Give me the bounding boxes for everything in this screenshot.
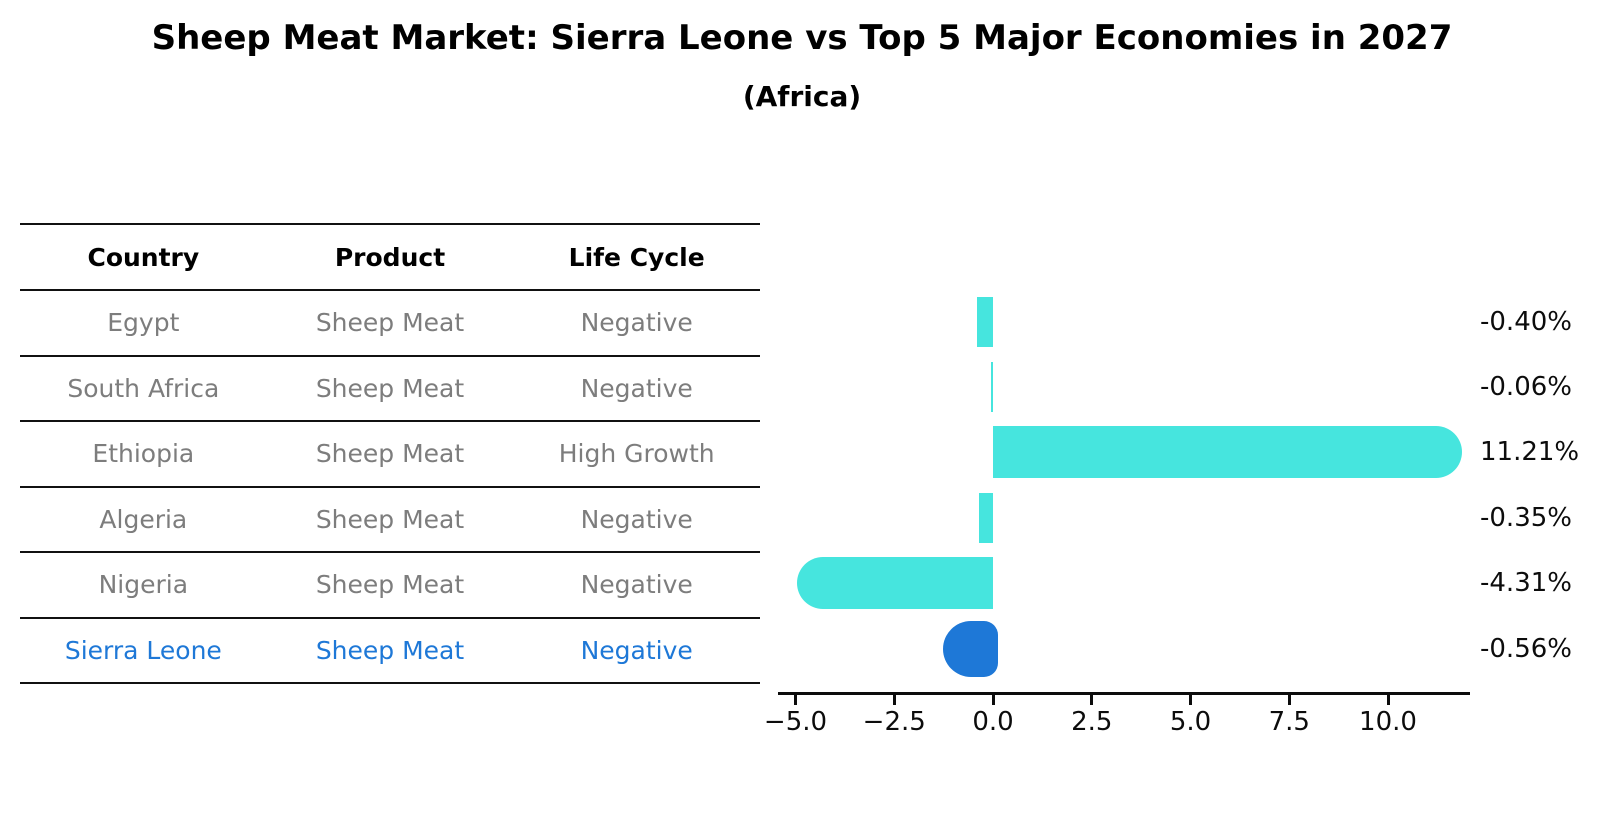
- lifecycle-cell: Negative: [580, 635, 693, 665]
- bar-nigeria: [796, 557, 993, 609]
- product-cell: Sheep Meat: [315, 570, 465, 600]
- country-cell: Sierra Leone: [64, 635, 222, 665]
- x-axis-tick: [1189, 695, 1192, 705]
- bar-sierra-leone: [942, 621, 998, 677]
- lifecycle-cell: Negative: [580, 504, 693, 534]
- country-cell: South Africa: [67, 373, 220, 403]
- table-row: Algeria Sheep Meat Negative: [20, 488, 760, 553]
- lifecycle-cell: Negative: [580, 373, 693, 403]
- bar-egypt: [977, 297, 993, 347]
- value-label: -0.35%: [1480, 503, 1572, 533]
- x-axis-tick: [1386, 695, 1390, 705]
- value-label: -4.31%: [1480, 568, 1572, 598]
- product-cell: Sheep Meat: [315, 439, 465, 469]
- country-cell: Nigeria: [98, 570, 189, 600]
- column-header-product: Product: [334, 242, 446, 272]
- table-row: Ethiopia Sheep Meat High Growth: [20, 422, 760, 488]
- value-label: 11.21%: [1480, 437, 1580, 467]
- x-axis-tick-label: −2.5: [862, 707, 926, 737]
- lifecycle-cell: Negative: [580, 308, 693, 338]
- x-axis-tick-label: 7.5: [1268, 707, 1310, 737]
- product-cell: Sheep Meat: [315, 504, 465, 534]
- table-row: Nigeria Sheep Meat Negative: [20, 553, 760, 619]
- x-axis-tick-label: 2.5: [1071, 707, 1113, 737]
- lifecycle-cell: High Growth: [558, 439, 715, 469]
- table-row: South Africa Sheep Meat Negative: [20, 357, 760, 422]
- x-axis-tick: [794, 695, 797, 705]
- country-cell: Egypt: [107, 308, 180, 338]
- x-axis-tick: [892, 695, 896, 705]
- x-axis-tick-label: 5.0: [1169, 707, 1212, 737]
- x-axis-tick-label: 0.0: [972, 707, 1014, 737]
- value-label: -0.56%: [1480, 634, 1572, 664]
- bar-south-africa: [990, 362, 993, 412]
- x-axis-tick: [1287, 695, 1291, 705]
- page-title: Sheep Meat Market: Sierra Leone vs Top 5…: [151, 18, 1453, 58]
- bar-ethiopia: [993, 426, 1462, 478]
- product-cell: Sheep Meat: [315, 373, 465, 403]
- page-subtitle: (Africa): [742, 80, 862, 113]
- country-cell: Algeria: [99, 504, 188, 534]
- lifecycle-cell: Negative: [580, 570, 693, 600]
- country-table: Country Product Life Cycle Egypt Sheep Me…: [20, 223, 760, 684]
- table-header-row: Country Product Life Cycle: [20, 223, 760, 291]
- column-header-lifecycle: Life Cycle: [568, 242, 705, 272]
- x-axis-tick-label: 10.0: [1359, 707, 1417, 737]
- product-cell: Sheep Meat: [315, 308, 465, 338]
- table-row: Egypt Sheep Meat Negative: [20, 291, 760, 357]
- column-header-country: Country: [87, 242, 200, 272]
- x-axis-tick-label: −5.0: [763, 707, 828, 737]
- bar-algeria: [979, 493, 993, 543]
- value-label: -0.06%: [1480, 372, 1572, 402]
- x-axis-spine: [778, 692, 1470, 695]
- x-axis-tick: [991, 695, 995, 705]
- x-axis-tick: [1090, 695, 1094, 705]
- value-label: -0.40%: [1480, 307, 1572, 337]
- table-row: Sierra Leone Sheep Meat Negative: [20, 619, 760, 684]
- product-cell: Sheep Meat: [315, 635, 465, 665]
- country-cell: Ethiopia: [92, 439, 195, 469]
- table-body: Egypt Sheep Meat Negative South Africa Sheep…: [20, 291, 760, 684]
